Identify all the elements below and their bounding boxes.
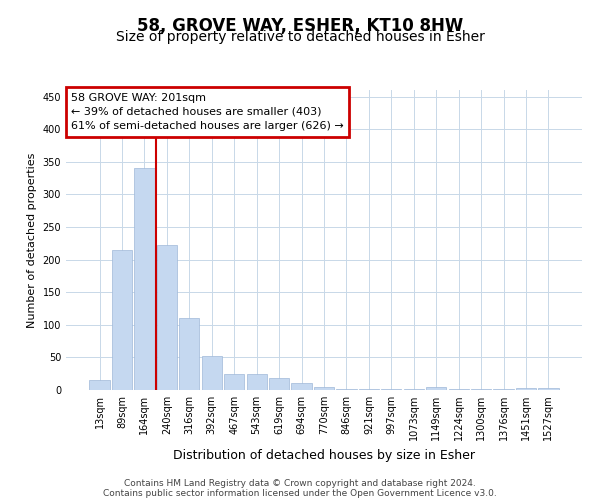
Bar — [314, 386, 334, 390]
X-axis label: Distribution of detached houses by size in Esher: Distribution of detached houses by size … — [173, 449, 475, 462]
Text: Contains HM Land Registry data © Crown copyright and database right 2024.: Contains HM Land Registry data © Crown c… — [124, 478, 476, 488]
Bar — [516, 388, 536, 390]
Bar — [179, 318, 199, 390]
Bar — [426, 386, 446, 390]
Bar — [134, 168, 155, 390]
Bar — [247, 374, 267, 390]
Bar — [202, 356, 222, 390]
Bar — [224, 374, 244, 390]
Bar — [269, 378, 289, 390]
Bar — [157, 245, 177, 390]
Bar — [538, 388, 559, 390]
Bar — [112, 250, 132, 390]
Text: 58, GROVE WAY, ESHER, KT10 8HW: 58, GROVE WAY, ESHER, KT10 8HW — [137, 18, 463, 36]
Text: 58 GROVE WAY: 201sqm
← 39% of detached houses are smaller (403)
61% of semi-deta: 58 GROVE WAY: 201sqm ← 39% of detached h… — [71, 93, 344, 131]
Bar — [337, 388, 356, 390]
Text: Contains public sector information licensed under the Open Government Licence v3: Contains public sector information licen… — [103, 488, 497, 498]
Y-axis label: Number of detached properties: Number of detached properties — [27, 152, 37, 328]
Text: Size of property relative to detached houses in Esher: Size of property relative to detached ho… — [116, 30, 484, 44]
Bar — [89, 380, 110, 390]
Bar — [292, 384, 311, 390]
